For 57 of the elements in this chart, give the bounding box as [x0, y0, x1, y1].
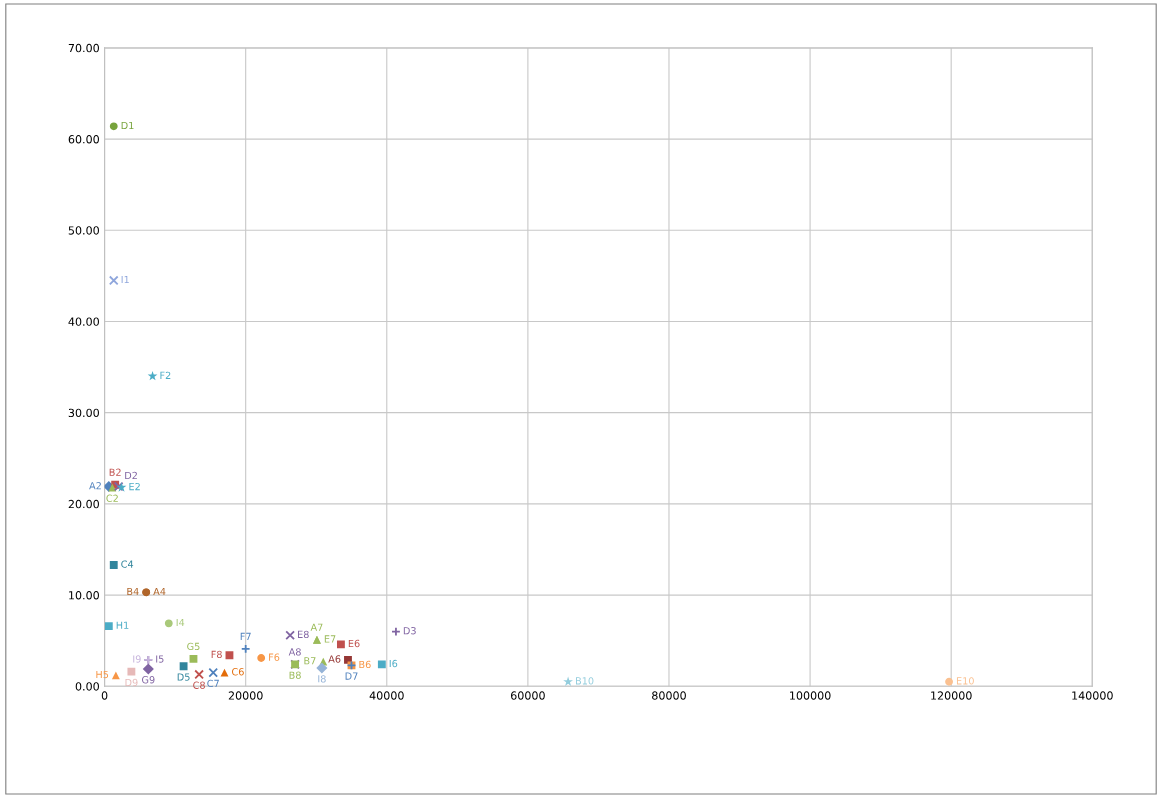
series-label: G9 [142, 676, 155, 684]
series-label: E7 [324, 635, 336, 643]
x-tick-label: 120000 [931, 691, 972, 700]
series-label: C8 [193, 681, 205, 689]
series-label: I6 [389, 659, 398, 668]
y-tick-label: 50.00 [68, 226, 99, 235]
series-label: H5 [96, 670, 109, 679]
series-label: C4 [121, 560, 134, 568]
series-label: H1 [116, 621, 129, 629]
series-label: A6 [328, 655, 341, 663]
series-label: D2 [125, 471, 137, 479]
x-tick-label: 140000 [1072, 691, 1113, 700]
series-label: A4 [153, 587, 166, 596]
series-label: C2 [106, 494, 118, 502]
series-label: E10 [956, 677, 974, 685]
series-label: A2 [89, 482, 101, 490]
x-tick-label: 100000 [790, 691, 831, 700]
series-label: F6 [269, 653, 280, 661]
series-label: E2 [129, 482, 140, 491]
series-label: I4 [176, 618, 185, 627]
series-label: B6 [359, 660, 371, 669]
series-label: D7 [345, 672, 358, 680]
series-label: B2 [109, 468, 121, 476]
series-label: D1 [121, 121, 134, 129]
y-tick-label: 60.00 [68, 135, 99, 144]
series-label: F2 [160, 371, 171, 379]
series-label: I8 [318, 675, 326, 683]
series-label: E8 [298, 630, 309, 639]
x-tick-label: 20000 [228, 691, 263, 700]
series-label: F8 [211, 650, 222, 659]
series-label: D5 [177, 673, 190, 681]
y-tick-label: 0.00 [75, 682, 99, 691]
series-label: I5 [156, 655, 164, 663]
series-label: F7 [240, 632, 251, 640]
series-label: B7 [304, 657, 316, 665]
series-label: B4 [127, 587, 139, 596]
series-label: B8 [289, 671, 301, 679]
y-tick-label: 20.00 [68, 499, 99, 509]
series-label: G5 [187, 642, 200, 651]
x-tick-label: 0 [101, 691, 108, 700]
series-label: E6 [348, 639, 360, 648]
x-tick-label: 80000 [652, 691, 686, 700]
y-tick-label: 30.00 [68, 408, 99, 418]
x-tick-label: 60000 [510, 691, 545, 700]
series-label: A7 [310, 623, 323, 631]
series-label: D3 [403, 627, 416, 635]
y-tick-label: 70.00 [68, 43, 99, 53]
series-label: B10 [575, 677, 594, 685]
series-label: I9 [133, 655, 141, 663]
series-label: A8 [288, 648, 301, 656]
series-label: C7 [207, 679, 219, 688]
y-tick-label: 10.00 [69, 591, 99, 600]
series-label: D9 [125, 678, 138, 687]
x-tick-label: 40000 [369, 691, 404, 700]
series-label: C6 [232, 668, 244, 676]
y-tick-label: 40.00 [68, 317, 99, 326]
series-label: I1 [121, 276, 129, 284]
